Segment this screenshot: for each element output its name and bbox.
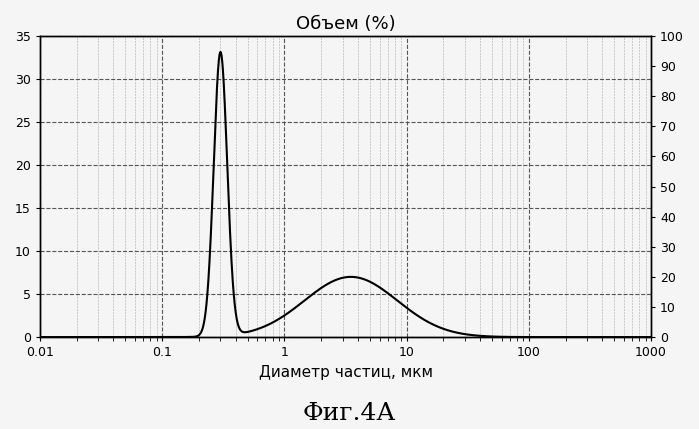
Text: Фиг.4А: Фиг.4А: [303, 402, 396, 425]
X-axis label: Диаметр частиц, мкм: Диаметр частиц, мкм: [259, 365, 433, 380]
Title: Объем (%): Объем (%): [296, 15, 396, 33]
